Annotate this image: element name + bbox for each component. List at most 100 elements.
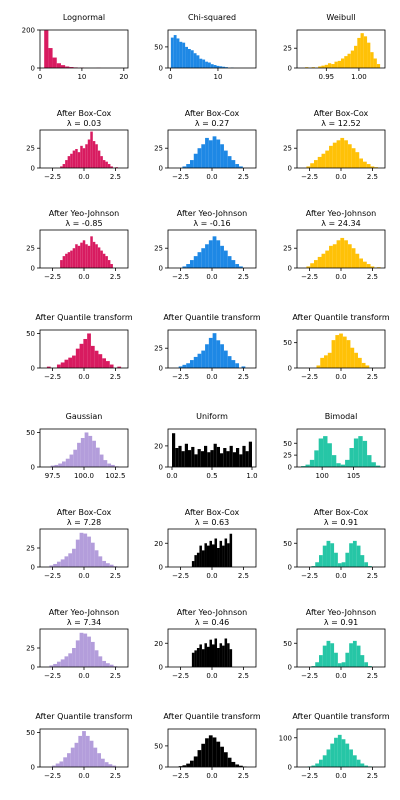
y-tick-label: 50 (283, 339, 292, 347)
y-tick-label: 50 (283, 440, 292, 448)
histogram-bar (53, 663, 57, 667)
histogram-bar (331, 64, 335, 68)
histogram-bar (214, 538, 218, 567)
histogram-bar (182, 364, 187, 368)
histogram-bar (117, 366, 122, 368)
histogram-bar (70, 250, 73, 268)
histogram-bar (217, 648, 220, 667)
histogram-bar (220, 245, 224, 268)
histogram-bar (178, 445, 182, 467)
x-tick-label: 0.0 (78, 572, 89, 580)
histogram-bar (82, 240, 86, 268)
x-tick-label: 10 (77, 73, 86, 81)
y-tick-label: 20 (154, 640, 163, 648)
histogram-bar (206, 545, 210, 567)
x-tick-label: 2.5 (238, 273, 249, 281)
histogram-bar (48, 48, 53, 68)
x-tick-label: 2.5 (110, 173, 121, 181)
x-tick-label: −2.5 (172, 672, 189, 680)
histogram-bar (335, 335, 340, 368)
histogram-bar (94, 350, 99, 368)
histogram-bar (305, 464, 310, 467)
histogram-bar (175, 448, 179, 467)
histogram-panel: Weibull 0.95 1.00 0 25 (283, 13, 386, 81)
histogram-bar (102, 560, 106, 567)
histogram-bar (82, 731, 86, 767)
histogram-bar (80, 242, 83, 268)
histogram-bar (73, 449, 78, 467)
histogram-bar (319, 555, 323, 567)
histogram-bar (67, 156, 71, 168)
histogram-bar (363, 261, 367, 268)
y-tick-label: 0 (159, 265, 163, 273)
histogram-bar (321, 153, 326, 168)
histogram-bar (90, 641, 95, 667)
histogram-bar (223, 752, 228, 767)
histogram-bar (223, 448, 227, 467)
histogram-bar (347, 244, 352, 268)
histogram-bar (231, 360, 236, 368)
histogram-bar (222, 545, 225, 567)
histogram-panel: After Quantile transform −2.5 0.0 2.5 0 50 (26, 712, 133, 780)
histogram-bar (88, 435, 93, 467)
histogram-bar (371, 462, 376, 467)
plot-frame (296, 428, 386, 468)
histogram-bar (317, 156, 322, 168)
histogram-bar (354, 45, 358, 68)
x-tick-label: 0.0 (335, 273, 346, 281)
histogram-bar (70, 153, 73, 168)
histogram-bar (65, 458, 70, 467)
y-tick-label: 100 (279, 734, 292, 742)
histogram-bar (106, 563, 110, 567)
histogram-bar (225, 67, 228, 68)
histogram-bar (315, 662, 319, 667)
histogram-bar (105, 161, 108, 168)
chart-title: After Quantile transform (35, 712, 133, 721)
histogram-bar (80, 145, 83, 168)
histogram-bar (316, 365, 321, 368)
chart-title: After Box-Cox (185, 109, 240, 118)
histogram-bar (326, 540, 331, 567)
histogram-bar (212, 136, 217, 168)
y-tick-label: 200 (22, 27, 35, 35)
chart-title: After Yeo-Johnson (306, 608, 376, 617)
histogram-bar (229, 649, 233, 667)
x-tick-label: 2.5 (367, 373, 378, 381)
histogram-bar (350, 50, 355, 68)
x-tick-label: 0.0 (335, 572, 346, 580)
y-tick-label: 0 (159, 764, 163, 772)
chart-subtitle: λ = 0.27 (195, 119, 229, 128)
histogram-bar (344, 56, 348, 68)
x-tick-label: −2.5 (301, 672, 318, 680)
histogram-bar (60, 260, 63, 268)
histogram-bar (227, 256, 232, 268)
x-tick-label: 2.5 (367, 672, 378, 680)
histogram-bar (107, 164, 111, 168)
histogram-bar (375, 465, 381, 467)
histogram-bar (62, 256, 66, 268)
chart-title: After Box-Cox (314, 508, 369, 517)
histogram-bar (337, 734, 342, 767)
histogram-bar (349, 749, 353, 767)
histogram-bar (340, 464, 346, 467)
histogram-bar (56, 561, 61, 567)
histogram-bar (170, 37, 174, 68)
histogram-bar (319, 759, 323, 767)
histogram-bar (357, 37, 361, 68)
y-tick-label: 50 (26, 429, 35, 437)
y-tick-label: 25 (154, 245, 163, 253)
histogram-bar (179, 41, 183, 68)
histogram-bar (217, 548, 220, 567)
histogram-bar (368, 666, 372, 667)
x-tick-label: 2.5 (238, 672, 249, 680)
histogram-bar (64, 359, 69, 368)
histogram-bar (72, 648, 76, 667)
histogram-bar (200, 451, 204, 467)
histogram-bar (212, 644, 215, 667)
x-tick-label: 2.5 (110, 373, 121, 381)
histogram-bar (212, 333, 217, 368)
